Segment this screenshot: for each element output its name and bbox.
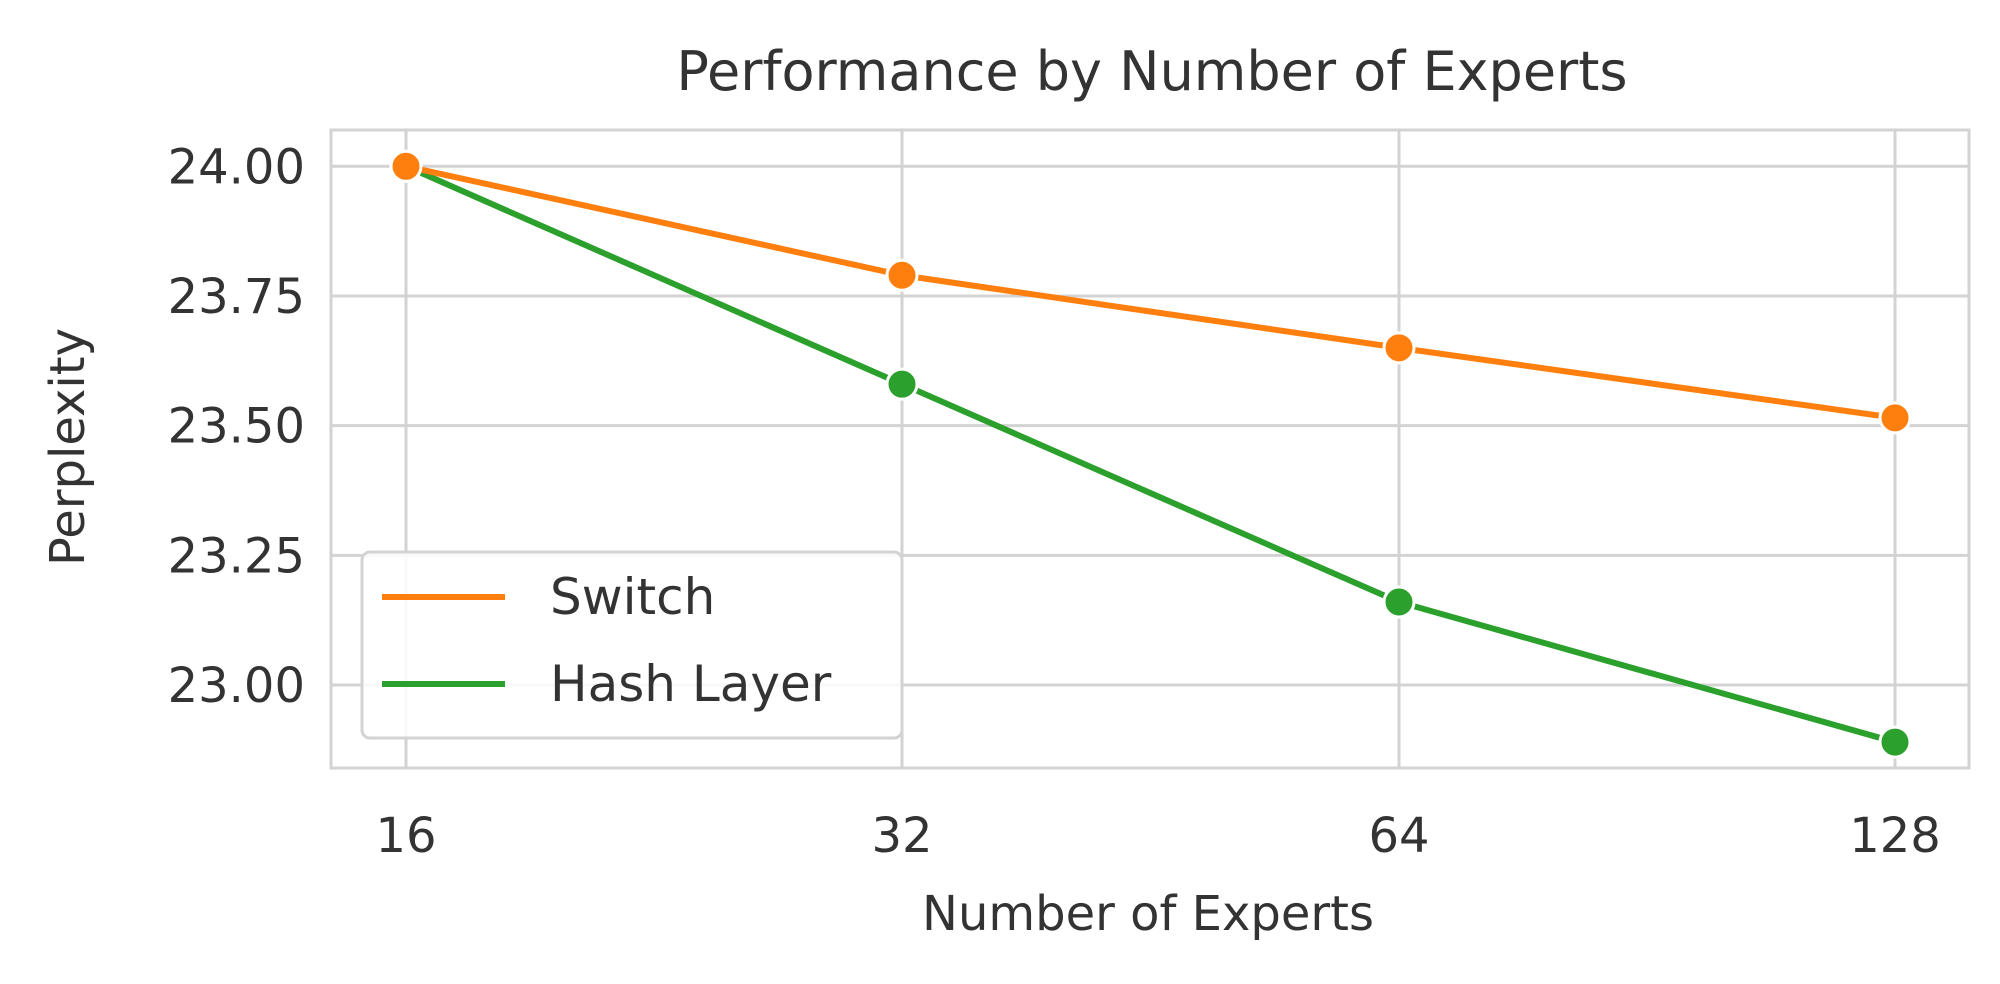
y-tick-label: 23.75 [168, 269, 305, 325]
legend: Switch Hash Layer [360, 550, 904, 740]
legend-label-switch: Switch [550, 568, 715, 626]
y-tick-label: 23.00 [168, 658, 305, 714]
series-line-hash-layer [403, 163, 1898, 746]
x-tick-label: 64 [1368, 808, 1429, 864]
x-axis-label: Number of Experts [922, 886, 1374, 942]
x-tick-label: 16 [375, 808, 436, 864]
data-point-hash-layer [885, 367, 919, 401]
series-line-switch [403, 163, 1898, 421]
data-point-switch [389, 149, 423, 183]
legend-label-hash-layer: Hash Layer [550, 655, 832, 713]
data-point-switch [1878, 401, 1912, 435]
data-point-hash-layer [1878, 725, 1912, 759]
y-axis-label: Perplexity [40, 328, 96, 566]
plot-frame [329, 128, 1971, 770]
y-tick-label: 24.00 [168, 139, 305, 195]
x-tick-label: 128 [1849, 808, 1941, 864]
chart-title: Performance by Number of Experts [676, 40, 1627, 103]
y-tick-label: 23.50 [168, 399, 305, 455]
data-point-switch [1382, 331, 1416, 365]
series-group [389, 149, 1912, 759]
y-tick-label: 23.25 [168, 528, 305, 584]
grid [331, 130, 1969, 768]
x-tick-label: 32 [871, 808, 932, 864]
x-tick-labels: 16 32 64 128 [375, 808, 1940, 864]
data-point-hash-layer [1382, 585, 1416, 619]
data-point-switch [885, 258, 919, 292]
y-tick-labels: 23.00 23.25 23.50 23.75 24.00 [168, 139, 305, 714]
